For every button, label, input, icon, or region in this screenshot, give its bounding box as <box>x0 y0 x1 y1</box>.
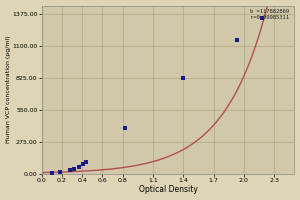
X-axis label: Optical Density: Optical Density <box>139 185 197 194</box>
Point <box>68 169 72 172</box>
Point <box>76 165 81 168</box>
Point <box>81 163 85 166</box>
Point <box>49 171 54 175</box>
Text: b =117882869
r=0.99985311: b =117882869 r=0.99985311 <box>250 9 290 20</box>
Point <box>72 167 76 170</box>
Point <box>234 38 239 41</box>
Y-axis label: Human VCP concentration (pg/ml): Human VCP concentration (pg/ml) <box>6 36 10 143</box>
Point <box>260 17 265 20</box>
Point <box>181 76 186 80</box>
Point <box>84 160 88 164</box>
Point <box>57 171 62 174</box>
Point <box>122 127 127 130</box>
